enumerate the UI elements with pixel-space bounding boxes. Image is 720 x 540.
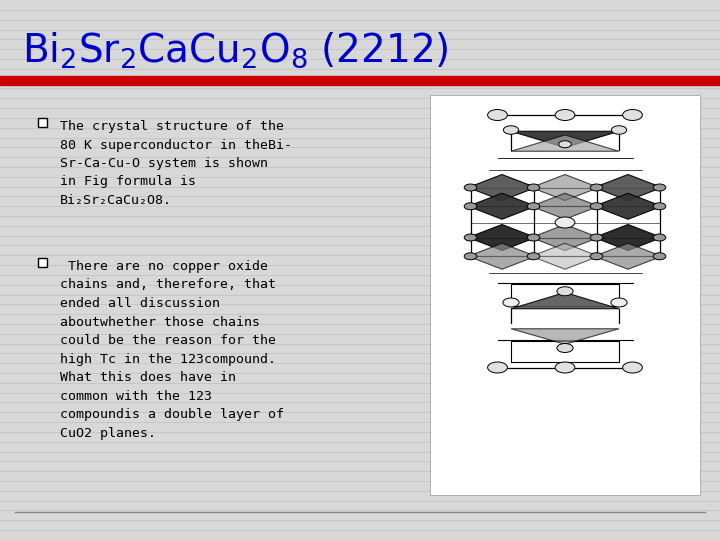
Polygon shape bbox=[531, 193, 599, 219]
Circle shape bbox=[527, 234, 540, 241]
Circle shape bbox=[653, 184, 666, 191]
Circle shape bbox=[611, 126, 626, 134]
Circle shape bbox=[590, 184, 603, 191]
Circle shape bbox=[559, 141, 571, 148]
Circle shape bbox=[527, 202, 540, 210]
Circle shape bbox=[555, 217, 575, 228]
Circle shape bbox=[487, 110, 508, 120]
Polygon shape bbox=[511, 329, 619, 345]
Polygon shape bbox=[468, 174, 536, 200]
Polygon shape bbox=[594, 193, 662, 219]
Circle shape bbox=[590, 234, 603, 241]
Circle shape bbox=[464, 253, 477, 260]
Circle shape bbox=[464, 184, 477, 191]
Polygon shape bbox=[531, 225, 599, 251]
Circle shape bbox=[557, 343, 573, 353]
Polygon shape bbox=[594, 174, 662, 200]
Circle shape bbox=[527, 184, 540, 191]
Circle shape bbox=[590, 253, 603, 260]
Circle shape bbox=[590, 202, 603, 210]
Bar bbox=[0, 76, 720, 85]
Polygon shape bbox=[594, 243, 662, 269]
Circle shape bbox=[611, 298, 627, 307]
Polygon shape bbox=[468, 225, 536, 251]
Circle shape bbox=[555, 110, 575, 120]
Circle shape bbox=[527, 253, 540, 260]
Bar bbox=[37, 118, 47, 126]
Circle shape bbox=[623, 362, 642, 373]
Circle shape bbox=[653, 202, 666, 210]
Circle shape bbox=[557, 287, 573, 296]
Text: Bi$_2$Sr$_2$CaCu$_2$O$_8$ (2212): Bi$_2$Sr$_2$CaCu$_2$O$_8$ (2212) bbox=[22, 30, 449, 70]
Circle shape bbox=[653, 234, 666, 241]
Circle shape bbox=[503, 126, 518, 134]
Polygon shape bbox=[468, 193, 536, 219]
Circle shape bbox=[464, 234, 477, 241]
Polygon shape bbox=[511, 131, 619, 147]
Circle shape bbox=[653, 253, 666, 260]
Polygon shape bbox=[531, 174, 599, 200]
Polygon shape bbox=[511, 135, 619, 151]
Text: The crystal structure of the
80 K superconductor in theBi-
Sr-Ca-Cu-O system is : The crystal structure of the 80 K superc… bbox=[60, 120, 292, 207]
Polygon shape bbox=[531, 243, 599, 269]
Circle shape bbox=[487, 362, 508, 373]
Polygon shape bbox=[468, 243, 536, 269]
Circle shape bbox=[555, 362, 575, 373]
Circle shape bbox=[623, 110, 642, 120]
Polygon shape bbox=[511, 293, 619, 309]
Text: There are no copper oxide
chains and, therefore, that
ended all discussion
about: There are no copper oxide chains and, th… bbox=[60, 260, 284, 440]
Bar bbox=[37, 258, 47, 267]
Circle shape bbox=[503, 298, 519, 307]
Bar bbox=[430, 95, 700, 495]
Polygon shape bbox=[594, 225, 662, 251]
Circle shape bbox=[464, 202, 477, 210]
